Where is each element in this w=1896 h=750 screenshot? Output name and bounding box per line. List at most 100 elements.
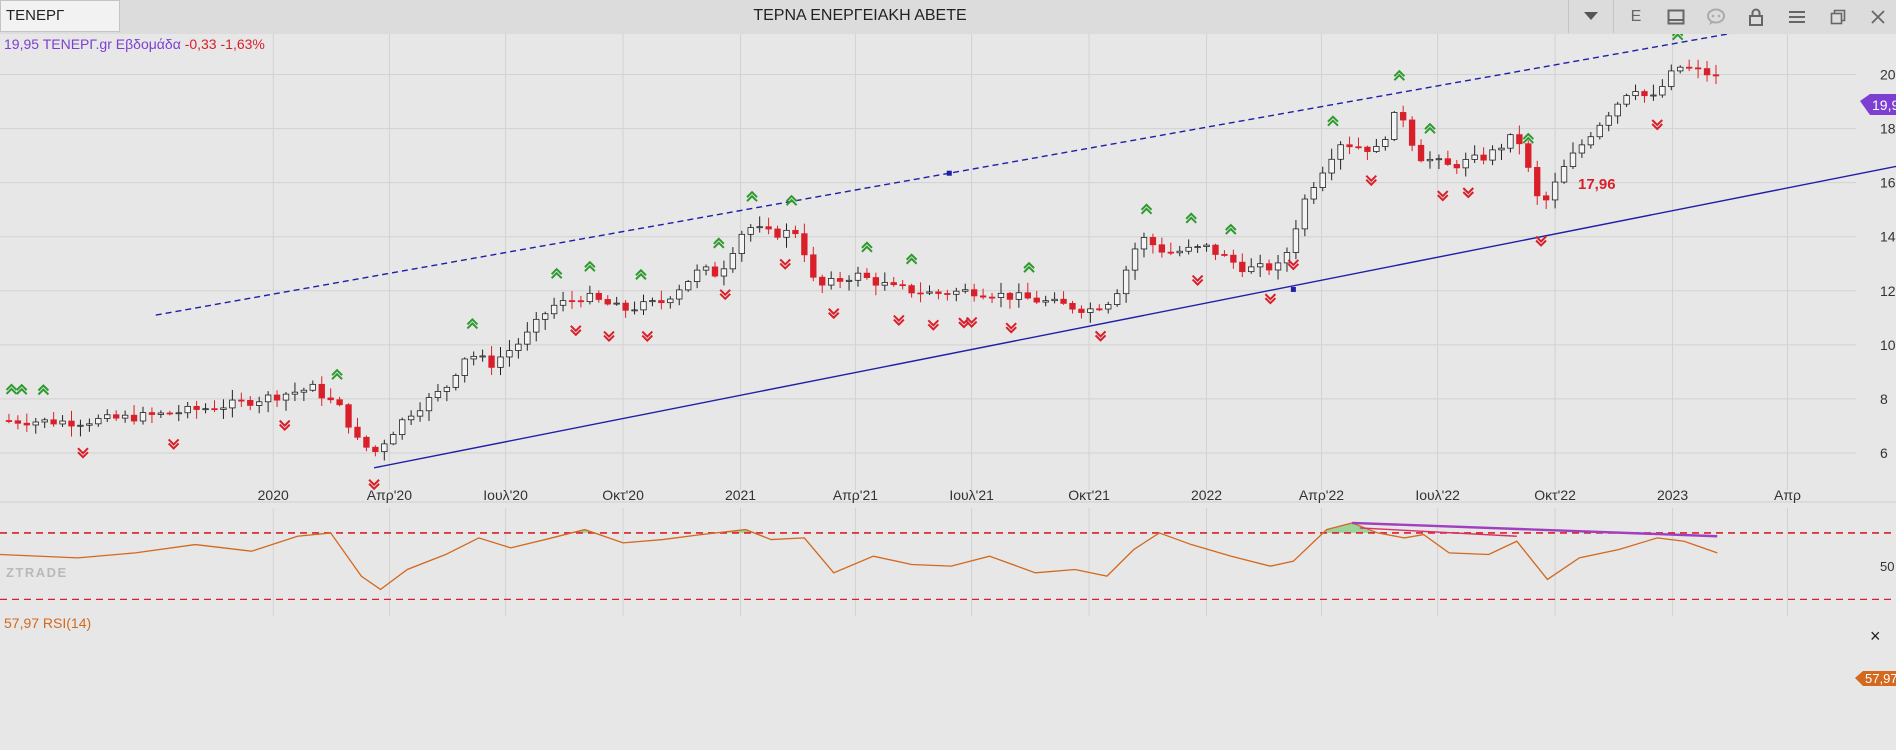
candle-body [622,302,629,311]
buy-signal-icon [15,383,28,395]
candle-body [1301,198,1309,230]
candle-body [139,412,147,422]
sell-signal-icon [779,258,791,270]
candle-body [988,296,996,299]
candle-body [747,227,754,235]
candle-body [407,415,415,421]
candle-body [1677,66,1684,72]
candle-body [300,389,308,393]
symbol-dropdown-button[interactable] [1568,0,1614,33]
candle-body [542,313,549,320]
candle-body [1569,152,1577,167]
candle-body [59,420,66,425]
candle-body [381,443,388,453]
candle-body [506,350,513,358]
candle-body [1176,250,1183,254]
symbol-input[interactable]: ΤΕΝΕΡΓ [0,0,120,32]
candle-body [1248,266,1255,273]
x-tick-label: Απρ'21 [833,487,878,503]
candle-body [1283,252,1291,264]
y-tick-label: 8 [1880,391,1888,407]
candle-body [1542,195,1550,201]
candle-body [702,266,710,271]
candle-body [1525,143,1532,168]
candle-body [693,269,701,282]
candle-body [926,291,933,294]
close-button[interactable] [1864,4,1892,30]
channel-upper-line [155,34,1732,316]
candle-body [720,268,728,277]
buy-signal-icon [1327,115,1339,127]
x-tick-label: Οκτ'22 [1534,487,1576,503]
sell-signal-icon [893,314,905,326]
candle-body [264,394,272,403]
y-tick-label: 16 [1880,175,1896,191]
menu-button[interactable] [1783,4,1811,30]
candle-body [1614,103,1621,117]
candle-body [1444,158,1452,165]
candle-body [488,355,495,368]
layout-button[interactable] [1662,4,1690,30]
candle-body [50,419,57,425]
candle-body [1551,181,1559,201]
x-tick-label: 2020 [258,487,289,503]
candle-body [765,226,772,230]
candle-body [104,414,111,419]
candle-body [586,292,594,303]
layout-icon [1667,9,1685,25]
chat-button[interactable] [1702,4,1730,30]
sell-signal-icon [279,419,291,432]
candle-body [756,226,763,229]
candle-body [1471,154,1478,160]
candle-body [1042,300,1049,303]
candle-body [327,397,334,401]
buy-signal-icon [1225,223,1237,235]
sell-signal-icon [965,316,978,328]
candle-body [1069,302,1076,310]
candle-body [229,399,236,409]
sell-signal-icon [368,479,380,491]
buy-signal-icon [1671,34,1684,41]
buy-signal-icon [466,318,479,330]
min-price-label: 17,96 [1578,176,1616,193]
buy-signal-icon [584,260,596,272]
candle-body [1096,308,1103,311]
candle-body [1382,139,1389,147]
lock-button[interactable] [1742,4,1770,30]
candle-body [1292,228,1300,253]
channel-lower-line [373,165,1896,469]
candle-body [372,446,379,453]
mode-letter: E [1630,8,1642,25]
period-mode-button[interactable]: E [1622,4,1650,30]
candle-body [1024,292,1031,299]
candle-body [935,291,942,294]
restore-button[interactable] [1824,4,1852,30]
candle-body [1105,304,1112,310]
candle-body [157,412,165,415]
candle-body [1203,244,1210,248]
candle-body [1408,119,1416,146]
candle-body [1140,237,1148,250]
candle-body [1256,263,1264,268]
candle-body [881,282,888,286]
candle-body [184,405,191,414]
sell-signal-icon [1651,119,1663,131]
rsi-label: 57,97 RSI(14) [4,615,91,631]
candle-body [443,386,451,392]
candle-body [23,422,30,426]
candle-body [1078,308,1085,313]
candle-body [667,298,674,304]
candle-body [1578,144,1586,154]
buy-signal-icon [550,267,563,279]
candle-body [997,292,1005,298]
candle-body [836,278,844,282]
candle-body [828,278,835,286]
sell-signal-icon [719,289,731,301]
candle-body [416,410,424,417]
buy-signal-icon [785,194,798,206]
rsi-close-button[interactable]: × [1870,626,1881,646]
buy-signal-icon [1393,69,1406,81]
chart-area[interactable]: 2020 Απρ'20 Ιουλ'20 Οκτ'20 2021 Απρ'21 Ιουλ'21… [0,34,1896,750]
x-tick-label: Απρ [1774,487,1801,503]
candle-body [738,233,745,254]
